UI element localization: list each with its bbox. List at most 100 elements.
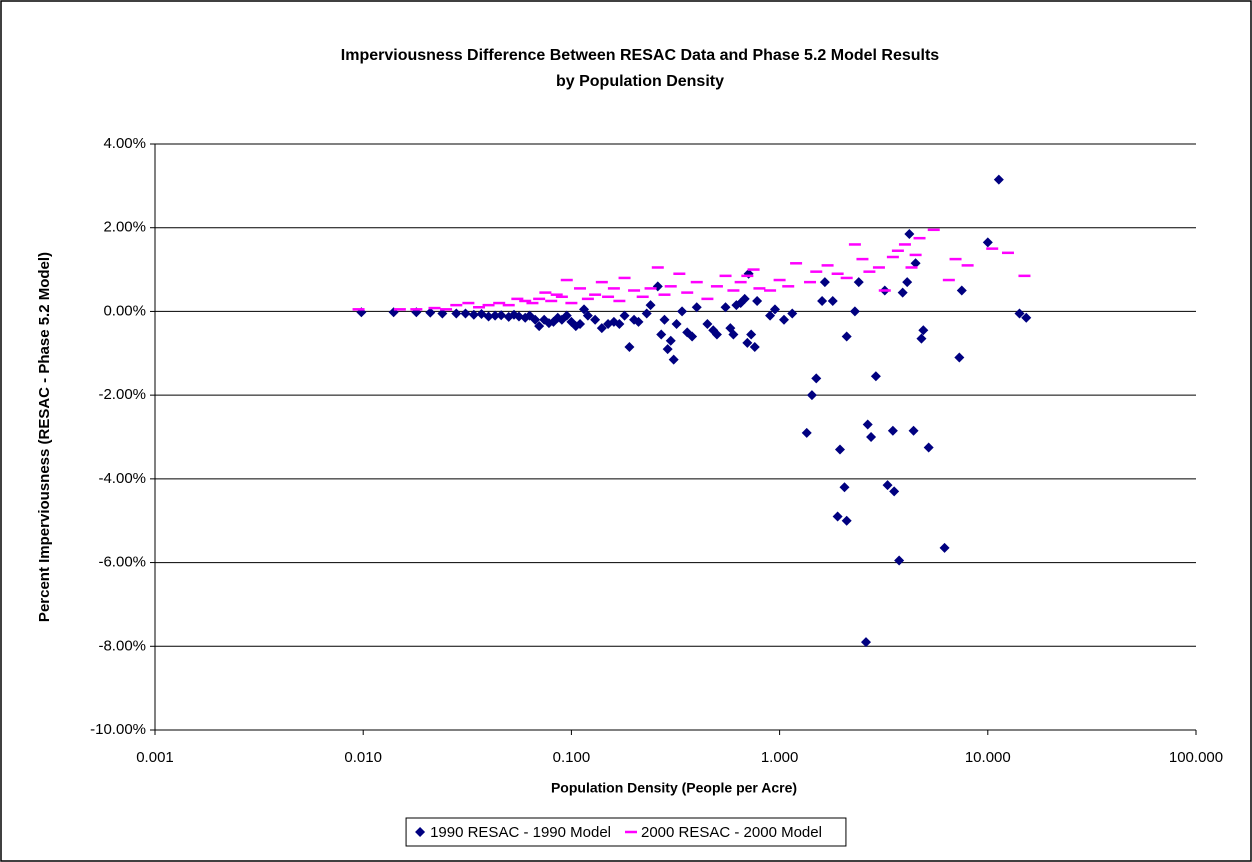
point [687, 331, 698, 342]
point [806, 390, 817, 401]
point [590, 314, 601, 325]
point [702, 318, 713, 329]
point [437, 308, 448, 319]
point [534, 321, 545, 332]
point [908, 425, 919, 436]
point [993, 174, 1004, 185]
point [662, 344, 673, 355]
point [956, 285, 967, 296]
point [811, 373, 822, 384]
x-tick-label: 0.010 [344, 749, 382, 766]
point [832, 511, 843, 522]
point [862, 419, 873, 430]
point [496, 310, 507, 321]
series [356, 174, 1032, 648]
point [882, 480, 893, 491]
point [530, 314, 541, 325]
point [897, 287, 908, 298]
point [460, 308, 471, 319]
point [711, 329, 722, 340]
point [1021, 312, 1032, 323]
plot-area [155, 144, 1196, 730]
point [769, 304, 780, 315]
point [1014, 308, 1025, 319]
point [889, 486, 900, 497]
point [841, 331, 852, 342]
legend-label: 2000 RESAC - 2000 Model [641, 824, 822, 841]
point [579, 304, 590, 315]
point [659, 314, 670, 325]
point [720, 302, 731, 313]
point [870, 371, 881, 382]
point [641, 308, 652, 319]
point [624, 342, 635, 353]
point [982, 237, 993, 248]
point [677, 306, 688, 317]
point [645, 300, 656, 311]
point [866, 432, 877, 442]
x-tick-label: 100.000 [1169, 749, 1223, 766]
point [765, 310, 776, 321]
point [668, 354, 679, 365]
point [853, 277, 864, 288]
point [614, 318, 625, 329]
point [834, 444, 845, 455]
point [671, 318, 682, 329]
y-tick-label: -8.00% [98, 637, 146, 654]
x-tick-label: 0.001 [136, 749, 174, 766]
point [749, 342, 760, 353]
point [451, 308, 462, 319]
x-axis-label: Population Density (People per Acre) [551, 780, 797, 796]
point [425, 307, 436, 318]
point [779, 314, 790, 325]
point [468, 309, 479, 320]
point [691, 302, 702, 313]
point [910, 258, 921, 269]
point [633, 316, 644, 327]
point [819, 277, 830, 288]
y-axis-label: Percent Imperviousness (RESAC - Phase 5.… [36, 252, 53, 622]
point [619, 310, 630, 321]
point [787, 308, 798, 319]
point [918, 325, 929, 336]
y-tick-label: 4.00% [103, 135, 146, 152]
series [352, 228, 1031, 311]
point [665, 335, 676, 346]
y-tick-label: 2.00% [103, 219, 146, 236]
point [923, 442, 934, 453]
point [728, 329, 739, 340]
point [490, 310, 501, 321]
point [561, 310, 572, 321]
y-tick-label: -10.00% [90, 721, 146, 738]
point [582, 310, 593, 321]
point [839, 482, 850, 493]
point [916, 333, 927, 344]
y-tick-label: -6.00% [98, 554, 146, 571]
y-tick-label: -4.00% [98, 470, 146, 487]
y-tick-label: 0.00% [103, 302, 146, 319]
point [801, 427, 812, 438]
point [849, 306, 860, 317]
x-tick-label: 10.000 [965, 749, 1011, 766]
point [904, 228, 915, 239]
point [752, 295, 763, 306]
point [739, 293, 750, 304]
point [742, 337, 753, 348]
point [746, 329, 757, 340]
point [841, 515, 852, 526]
point [596, 323, 607, 334]
x-tick-label: 1.000 [761, 749, 799, 766]
point [483, 311, 494, 322]
y-tick-label: -2.00% [98, 386, 146, 403]
point [575, 318, 586, 329]
point [894, 555, 905, 566]
point [415, 827, 426, 837]
legend-label: 1990 RESAC - 1990 Model [430, 824, 611, 841]
x-tick-label: 0.100 [553, 749, 591, 766]
chart-title: Imperviousness Difference Between RESAC … [341, 47, 940, 64]
chart-title: by Population Density [556, 73, 724, 90]
point [939, 542, 950, 553]
point [860, 637, 871, 648]
point [887, 425, 898, 436]
